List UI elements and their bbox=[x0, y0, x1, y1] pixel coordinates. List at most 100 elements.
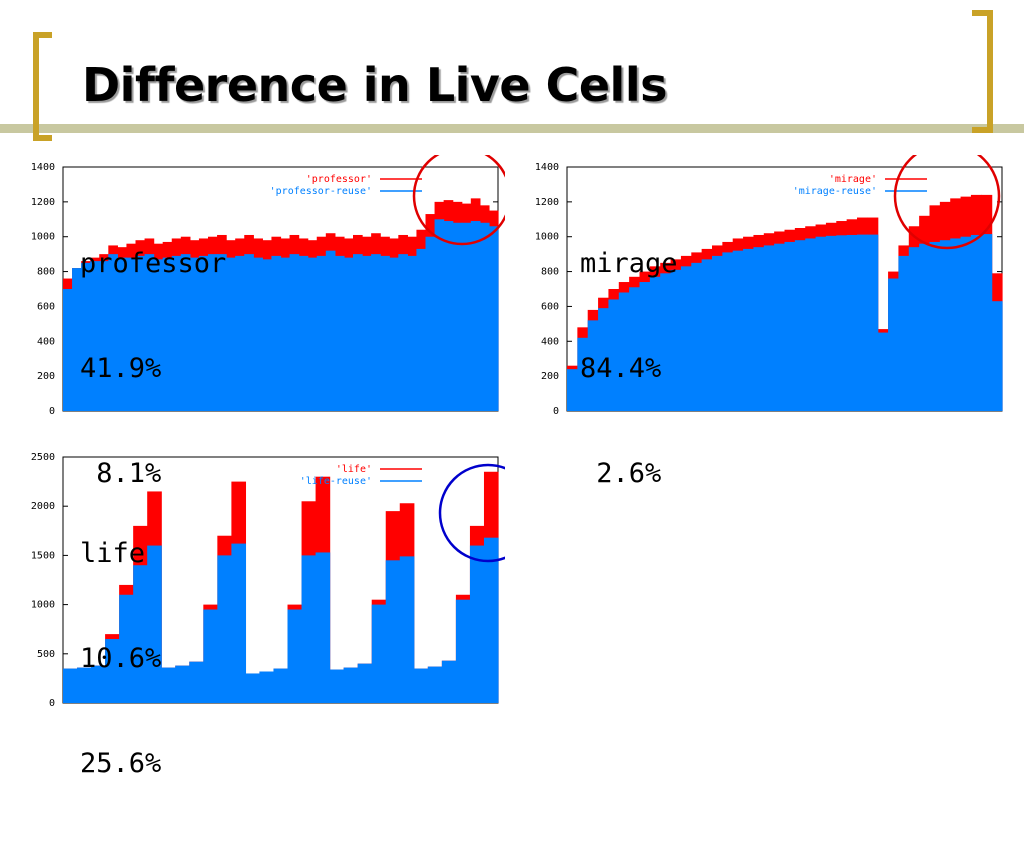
annotation-value: 2.6% bbox=[580, 458, 662, 489]
series-bar-reuse bbox=[846, 234, 858, 411]
series-bar-reuse bbox=[389, 257, 399, 411]
annotation-value: 10.6% bbox=[80, 643, 162, 674]
series-bar-reuse bbox=[898, 255, 910, 411]
series-bar-reuse bbox=[119, 594, 134, 703]
series-bar-reuse bbox=[950, 238, 962, 411]
series-bar-reuse bbox=[919, 243, 931, 411]
chart-professor: 0 200 400 600 800 1000 1200 1400 'professor''pro… bbox=[31, 155, 505, 417]
series-bar-reuse bbox=[660, 273, 672, 411]
y-tick-label: 0 bbox=[49, 698, 55, 709]
series-bar-reuse bbox=[425, 236, 436, 411]
series-bar-reuse bbox=[774, 243, 786, 411]
y-tick-label: 500 bbox=[37, 649, 55, 660]
series-bar-reuse bbox=[753, 247, 765, 411]
series-bar-reuse bbox=[371, 254, 381, 411]
series-bar-reuse bbox=[598, 308, 610, 411]
annotation-value: 84.4% bbox=[580, 353, 662, 384]
y-tick-label: 2500 bbox=[31, 452, 55, 463]
legend-label: 'life' bbox=[336, 464, 372, 475]
series-bar-reuse bbox=[81, 262, 91, 411]
y-tick-label: 200 bbox=[541, 371, 559, 382]
series-bar-reuse bbox=[99, 261, 109, 411]
annotation-life: life 10.6% 25.6% bbox=[80, 466, 161, 851]
y-tick-label: 1400 bbox=[31, 162, 55, 173]
y-tick-label: 400 bbox=[37, 336, 55, 347]
series-bar-reuse bbox=[469, 545, 485, 703]
series-bar-reuse bbox=[72, 268, 82, 411]
left-bracket bbox=[33, 32, 52, 141]
slide-decoration bbox=[0, 10, 1024, 141]
series-bar-reuse bbox=[235, 255, 245, 411]
series-bar-reuse bbox=[670, 269, 682, 411]
y-tick-label: 800 bbox=[541, 267, 559, 278]
series-bar-reuse bbox=[117, 257, 128, 411]
y-tick-label: 600 bbox=[37, 301, 55, 312]
y-tick-label: 400 bbox=[541, 336, 559, 347]
series-bar-reuse bbox=[960, 236, 972, 411]
series-bar-reuse bbox=[175, 665, 190, 703]
y-tick-label: 800 bbox=[37, 267, 55, 278]
y-tick-label: 1200 bbox=[31, 197, 55, 208]
series-bar-reuse bbox=[189, 257, 200, 411]
title-underline bbox=[0, 124, 1024, 133]
series-bar-reuse bbox=[981, 234, 993, 411]
series-bar-reuse bbox=[316, 255, 327, 411]
series-bar-reuse bbox=[357, 663, 373, 703]
series-bar-reuse bbox=[443, 221, 454, 411]
series-bar-reuse bbox=[91, 665, 106, 703]
series-bar-reuse bbox=[815, 236, 827, 411]
series-bar-reuse bbox=[271, 255, 282, 411]
series-bar-reuse bbox=[217, 555, 232, 703]
series-bar-reuse bbox=[722, 252, 734, 411]
series-bar-reuse bbox=[198, 255, 209, 411]
y-tick-label: 1000 bbox=[31, 232, 55, 243]
series-bar-reuse bbox=[362, 255, 372, 411]
annotation-value: 41.9% bbox=[80, 353, 162, 384]
series-bar-reuse bbox=[877, 332, 889, 411]
series-bar-reuse bbox=[441, 660, 457, 703]
series-bar-reuse bbox=[805, 238, 817, 411]
series-bar-reuse bbox=[144, 254, 155, 411]
series-bar-reuse bbox=[398, 254, 408, 411]
series-bar-reuse bbox=[343, 257, 354, 411]
series-bar-reuse bbox=[434, 219, 445, 411]
series-bar-reuse bbox=[353, 254, 363, 411]
series-bar-reuse bbox=[245, 673, 261, 703]
series-bar-reuse bbox=[577, 337, 589, 411]
series-bar-reuse bbox=[929, 241, 941, 411]
series-bar-reuse bbox=[970, 234, 982, 411]
y-tick-label: 0 bbox=[49, 406, 55, 417]
y-tick-label: 2000 bbox=[31, 501, 55, 512]
series-bar-reuse bbox=[399, 556, 415, 703]
series-bar-reuse bbox=[732, 250, 744, 411]
series-bar-reuse bbox=[280, 257, 291, 411]
series-bar-reuse bbox=[217, 254, 227, 411]
series-bar-reuse bbox=[888, 278, 900, 411]
series-bar-reuse bbox=[325, 250, 336, 411]
series-bar-reuse bbox=[226, 257, 236, 411]
series-bar-reuse bbox=[298, 255, 309, 411]
series-bar-reuse bbox=[784, 241, 796, 411]
series-bar-reuse bbox=[171, 255, 182, 411]
series-bar-reuse bbox=[147, 545, 162, 703]
series-bar-reuse bbox=[416, 248, 427, 411]
series-bar-reuse bbox=[608, 299, 620, 411]
series-bar-reuse bbox=[743, 248, 755, 411]
series-bar-reuse bbox=[162, 257, 173, 411]
series-bar-reuse bbox=[701, 259, 713, 411]
series-bar-reuse bbox=[908, 247, 920, 411]
annotation-professor: professor 41.9% 8.1% bbox=[80, 176, 226, 561]
series-bar-reuse bbox=[208, 254, 218, 411]
series-bar-reuse bbox=[161, 667, 176, 703]
annotation-value: 8.1% bbox=[80, 458, 162, 489]
series-bar-reuse bbox=[105, 639, 120, 703]
legend-label: 'mirage' bbox=[829, 174, 877, 185]
legend-label: 'life-reuse' bbox=[300, 476, 372, 487]
highlight-circle bbox=[438, 463, 505, 563]
y-tick-label: 0 bbox=[553, 406, 559, 417]
series-bar-reuse bbox=[567, 369, 578, 411]
series-bar-reuse bbox=[639, 282, 651, 411]
series-bar-reuse bbox=[461, 222, 472, 411]
series-bar-reuse bbox=[763, 245, 775, 411]
series-bar-reuse bbox=[90, 261, 100, 411]
